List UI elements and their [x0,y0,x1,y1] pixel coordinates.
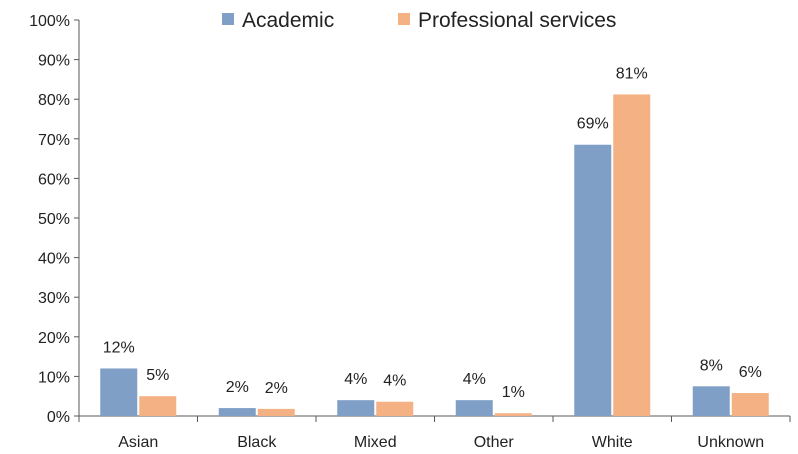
data-label-academic-other: 4% [463,371,486,388]
y-tick-label: 50% [38,211,70,228]
x-tick-label: Black [237,434,277,451]
y-tick-label: 100% [29,13,70,30]
data-label-academic-white: 69% [577,116,609,133]
data-label-professional-services-other: 1% [502,384,525,401]
y-tick-label: 70% [38,132,70,149]
bar-professional-services-white [613,94,651,416]
data-label-academic-black: 2% [226,379,249,396]
y-tick-label: 90% [38,53,70,70]
x-axis: Asian Black Mixed Other White Unknown [78,415,791,451]
x-tick-label: Mixed [354,434,397,451]
data-label-professional-services-white: 81% [616,65,648,82]
x-tick-label: Unknown [697,434,764,451]
legend-label-professional-services: Professional services [418,9,616,32]
data-label-professional-services-unknown: 6% [739,364,762,381]
data-label-professional-services-mixed: 4% [383,373,406,390]
legend-swatch-professional-services [398,13,410,25]
data-label-professional-services-asian: 5% [146,367,169,384]
data-label-academic-unknown: 8% [700,357,723,374]
legend: Academic Professional services [222,9,616,32]
bar-professional-services-unknown [731,393,769,416]
x-tick-label: Other [474,434,515,451]
bar-professional-services-other [494,413,532,416]
bar-professional-services-black [257,408,295,416]
data-label-academic-asian: 12% [103,339,135,356]
x-tick-label: Asian [118,434,158,451]
bar-academic-black [218,408,256,416]
y-tick-label: 60% [38,171,70,188]
bar-academic-unknown [692,386,730,416]
bar-academic-mixed [337,400,375,416]
legend-swatch-academic [222,13,234,25]
bars [100,94,769,417]
bar-professional-services-asian [139,396,177,416]
x-tick-label: White [592,434,633,451]
y-tick-label: 0% [47,409,70,426]
data-label-academic-mixed: 4% [344,371,367,388]
y-tick-label: 40% [38,251,70,268]
bar-professional-services-mixed [376,401,414,416]
data-labels: 12% 5% 2% 2% 4% 4% 4% 1% 69% 81% 8% 6% [103,65,762,401]
legend-label-academic: Academic [242,9,334,32]
bar-academic-white [574,144,612,417]
y-tick-label: 20% [38,330,70,347]
bar-academic-asian [100,368,138,416]
y-tick-label: 10% [38,369,70,386]
y-tick-label: 30% [38,290,70,307]
bar-academic-other [455,400,493,416]
data-label-professional-services-black: 2% [265,380,288,397]
y-tick-label: 80% [38,92,70,109]
y-axis: 0% 10% 20% 30% 40% 50% 60% 70% 80% 90% 100% [29,13,80,426]
